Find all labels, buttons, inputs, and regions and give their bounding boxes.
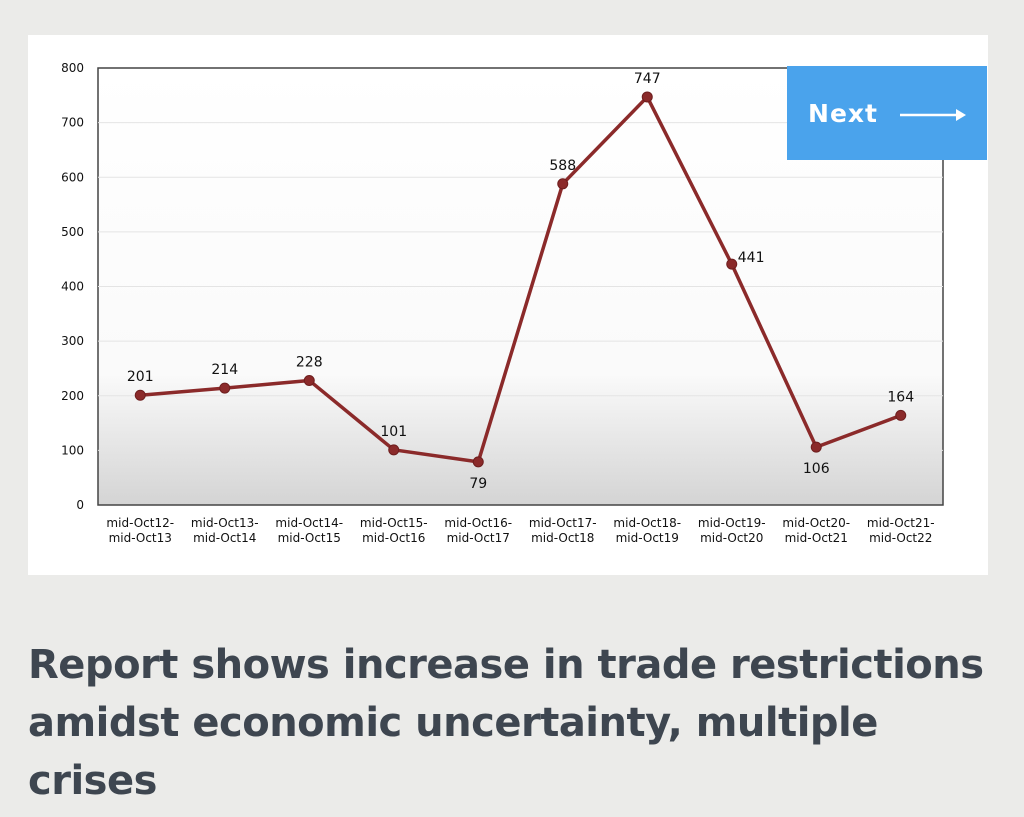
y-tick-label: 200 bbox=[61, 389, 84, 403]
x-tick-label: mid-Oct17-mid-Oct18 bbox=[529, 516, 597, 545]
y-tick-label: 300 bbox=[61, 334, 84, 348]
data-label: 164 bbox=[887, 389, 914, 405]
data-label: 214 bbox=[211, 362, 238, 378]
data-label: 79 bbox=[469, 476, 487, 492]
data-label: 588 bbox=[549, 158, 576, 174]
article-headline: Report shows increase in trade restricti… bbox=[28, 642, 984, 804]
right-arrow-icon bbox=[899, 99, 966, 128]
data-point bbox=[810, 441, 822, 453]
x-tick-label: mid-Oct18-mid-Oct19 bbox=[613, 516, 681, 545]
next-button-label: Next bbox=[808, 98, 878, 128]
data-point bbox=[641, 91, 653, 103]
y-tick-label: 600 bbox=[61, 170, 84, 184]
x-tick-label: mid-Oct15-mid-Oct16 bbox=[360, 516, 428, 545]
data-point bbox=[726, 258, 738, 270]
series-line-path bbox=[138, 95, 903, 464]
x-tick-label: mid-Oct19-mid-Oct20 bbox=[698, 516, 766, 545]
data-point bbox=[219, 382, 231, 394]
y-tick-label: 400 bbox=[61, 280, 84, 294]
x-tick-label: mid-Oct16-mid-Oct17 bbox=[444, 516, 512, 545]
y-tick-label: 800 bbox=[61, 61, 84, 75]
x-tick-label: mid-Oct13-mid-Oct14 bbox=[191, 516, 259, 545]
x-tick-label: mid-Oct12-mid-Oct13 bbox=[106, 516, 174, 545]
x-tick-label: mid-Oct14-mid-Oct15 bbox=[275, 516, 343, 545]
data-label: 228 bbox=[296, 354, 323, 370]
data-point bbox=[303, 374, 315, 386]
data-label: 747 bbox=[634, 71, 661, 87]
gridlines bbox=[98, 122, 943, 451]
y-tick-label: 100 bbox=[61, 443, 84, 457]
y-tick-label: 500 bbox=[61, 225, 84, 239]
x-tick-label: mid-Oct20-mid-Oct21 bbox=[782, 516, 850, 545]
data-point bbox=[472, 456, 484, 468]
data-point bbox=[134, 389, 146, 401]
x-axis-ticks: mid-Oct12-mid-Oct13 mid-Oct13-mid-Oct14 mi… bbox=[106, 516, 934, 545]
data-point bbox=[895, 409, 907, 421]
data-label: 201 bbox=[127, 369, 154, 385]
y-tick-label: 0 bbox=[76, 498, 84, 512]
data-label: 101 bbox=[380, 424, 407, 440]
data-point bbox=[557, 178, 569, 190]
next-button[interactable]: Next bbox=[787, 66, 987, 160]
y-tick-label: 700 bbox=[61, 116, 84, 130]
data-label: 106 bbox=[803, 461, 830, 477]
y-axis-ticks: 0 100 200 300 400 500 600 700 800 bbox=[61, 61, 84, 512]
series-line bbox=[138, 95, 903, 464]
x-tick-label: mid-Oct21-mid-Oct22 bbox=[867, 516, 935, 545]
data-label: 441 bbox=[738, 250, 765, 266]
data-labels: 201 214 228 101 79 588 747 441 106 164 bbox=[127, 71, 914, 492]
data-point bbox=[388, 444, 400, 456]
data-points bbox=[134, 91, 907, 468]
